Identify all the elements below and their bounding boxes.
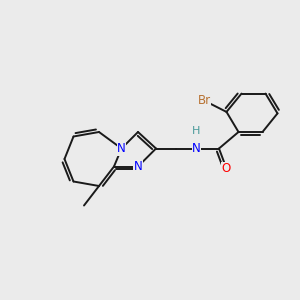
Text: N: N [134,160,142,173]
Text: O: O [222,162,231,175]
Text: N: N [117,142,126,155]
Text: N: N [192,142,201,155]
Text: H: H [192,125,201,136]
Text: Br: Br [197,94,211,107]
